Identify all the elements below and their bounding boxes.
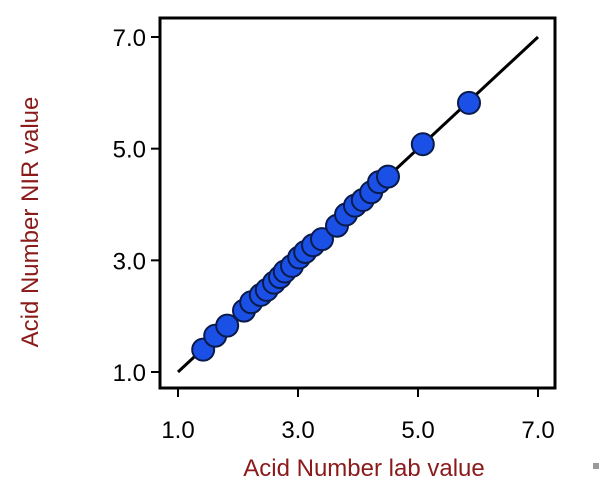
y-tick-label-4: 7.0 [113, 25, 146, 52]
x-tick-label-1: 1.0 [161, 417, 194, 444]
x-axis-title: Acid Number lab value [243, 455, 484, 482]
plot-frame [158, 16, 557, 390]
y-tick-label-1: 1.0 [113, 360, 146, 387]
x-tick-label-4: 7.0 [521, 417, 554, 444]
data-point [215, 313, 240, 338]
x-tick-label-3: 5.0 [401, 417, 434, 444]
x-tick-label-2: 3.0 [281, 417, 314, 444]
corner-marker [593, 463, 599, 469]
data-points [191, 90, 481, 362]
data-point [376, 164, 400, 189]
axis-ticks [151, 36, 539, 397]
data-point [310, 227, 334, 252]
y-tick-label-3: 5.0 [113, 137, 146, 164]
y-axis-title: Acid Number NIR value [17, 97, 44, 348]
data-point [410, 132, 435, 157]
y-tick-label-2: 3.0 [113, 248, 146, 275]
data-point [457, 90, 481, 115]
